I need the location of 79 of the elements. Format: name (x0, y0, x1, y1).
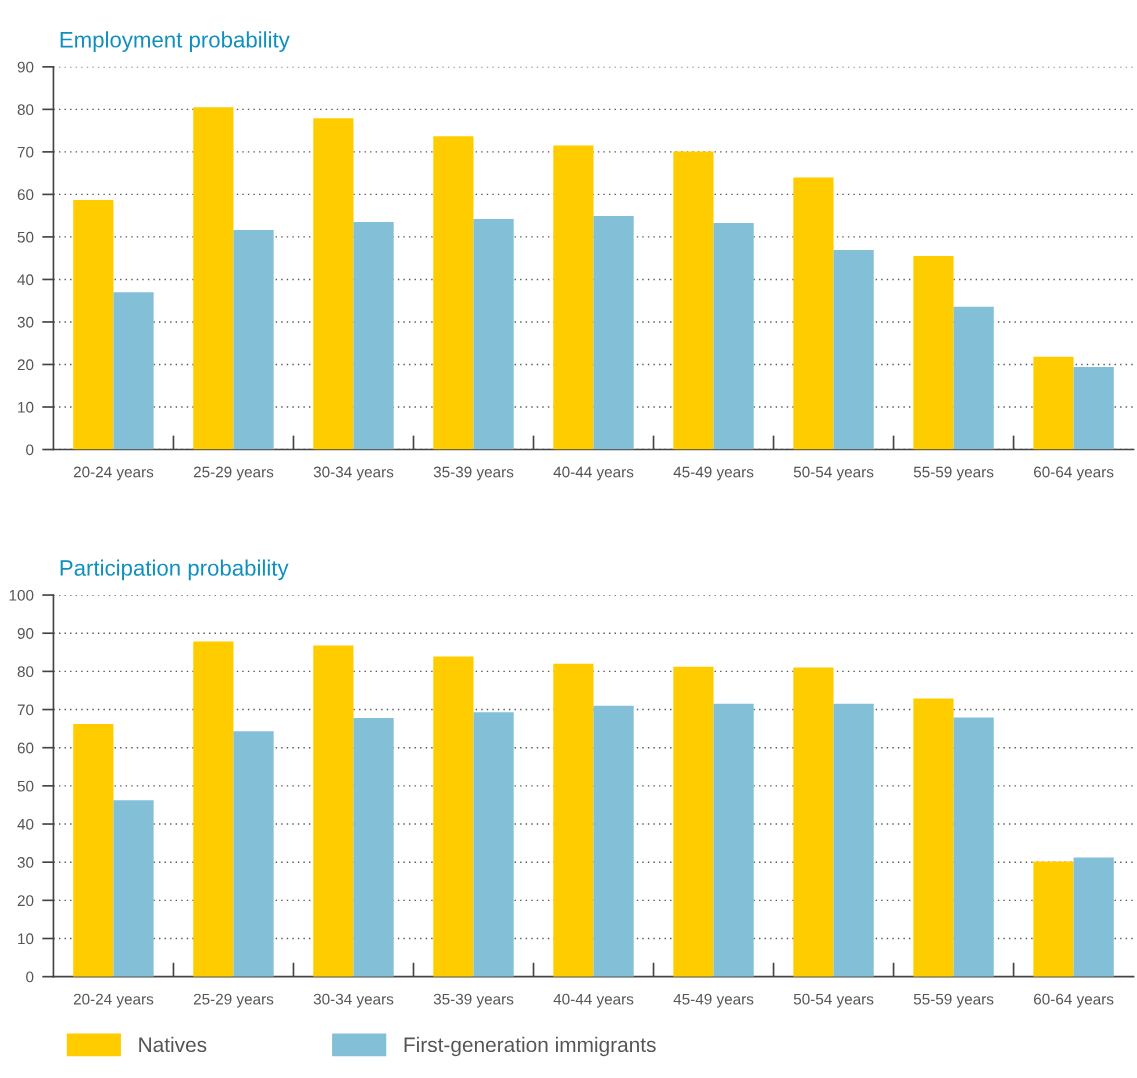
y-tick-label: 30 (17, 857, 34, 868)
y-tick-label: 20 (17, 359, 34, 371)
legend-label: Natives (139, 1036, 207, 1053)
x-tick-label: 40-44 years (553, 466, 634, 481)
bar (473, 219, 514, 450)
bar (553, 145, 594, 450)
y-tick-label: 50 (17, 780, 34, 792)
bar (793, 177, 834, 450)
bar (913, 256, 954, 450)
bar (473, 712, 514, 977)
bar (1073, 367, 1114, 450)
bar (913, 698, 954, 977)
bar (193, 641, 234, 977)
x-tick-label: 25-29 years (193, 466, 274, 481)
bar (1033, 356, 1074, 450)
bar (1073, 857, 1114, 977)
legend-label: First-generation immigrants (404, 1036, 656, 1057)
bar (1033, 861, 1074, 977)
y-tick-label: 30 (17, 316, 34, 328)
bar (113, 800, 154, 977)
bar (833, 703, 874, 977)
y-tick-label: 90 (17, 61, 34, 73)
x-tick-label: 50-54 years (793, 993, 874, 1008)
y-tick-label: 70 (17, 146, 34, 158)
y-tick-label: 50 (17, 231, 34, 243)
y-tick-label: 70 (17, 704, 34, 716)
bar (73, 199, 114, 450)
y-tick-label: 10 (18, 401, 34, 413)
x-tick-label: 45-49 years (673, 993, 754, 1008)
chart-title: Participation probability (60, 559, 289, 581)
y-tick-label: 20 (17, 895, 34, 907)
bar (313, 645, 354, 977)
bar (113, 292, 154, 450)
x-tick-label: 45-49 years (673, 466, 754, 481)
bar (673, 151, 714, 450)
y-tick-label: 40 (17, 818, 34, 830)
x-tick-label: 20-24 years (73, 466, 154, 481)
bar (553, 663, 594, 977)
y-tick-label: 80 (17, 666, 34, 678)
x-tick-label: 35-39 years (433, 466, 514, 481)
x-tick-label: 60-64 years (1034, 993, 1114, 1008)
bar (233, 230, 274, 450)
bar (673, 666, 714, 977)
x-tick-label: 20-24 years (73, 993, 154, 1008)
y-tick-label: 100 (9, 589, 34, 601)
y-tick-label: 60 (17, 189, 34, 201)
bar (593, 216, 634, 450)
bar (593, 705, 634, 977)
y-tick-label: 0 (26, 444, 34, 456)
x-tick-label: 30-34 years (313, 993, 394, 1008)
bar (793, 667, 834, 977)
x-tick-label: 30-34 years (313, 466, 394, 481)
bar (433, 136, 474, 450)
x-tick-label: 25-29 years (193, 993, 274, 1008)
bar (193, 107, 234, 450)
bar (433, 656, 474, 977)
bar (353, 222, 394, 450)
bar (953, 717, 994, 977)
bar (233, 731, 274, 977)
y-tick-label: 60 (17, 742, 34, 754)
x-tick-label: 50-54 years (793, 466, 874, 481)
y-tick-label: 40 (17, 274, 34, 286)
y-tick-label: 0 (26, 971, 34, 983)
y-tick-label: 10 (18, 933, 34, 945)
x-tick-label: 35-39 years (433, 993, 514, 1008)
y-tick-label: 80 (17, 104, 34, 116)
x-tick-label: 60-64 years (1034, 466, 1114, 481)
bar (353, 717, 394, 977)
y-tick-label: 90 (17, 628, 34, 639)
bar (73, 724, 114, 977)
x-tick-label: 55-59 years (913, 466, 994, 481)
chart-title: Employment probability (60, 31, 290, 52)
bar (953, 306, 994, 450)
bar (833, 250, 874, 450)
bar (713, 222, 754, 450)
x-tick-label: 40-44 years (553, 993, 634, 1008)
x-tick-label: 55-59 years (913, 993, 994, 1008)
bar (313, 118, 354, 450)
bar (713, 703, 754, 977)
